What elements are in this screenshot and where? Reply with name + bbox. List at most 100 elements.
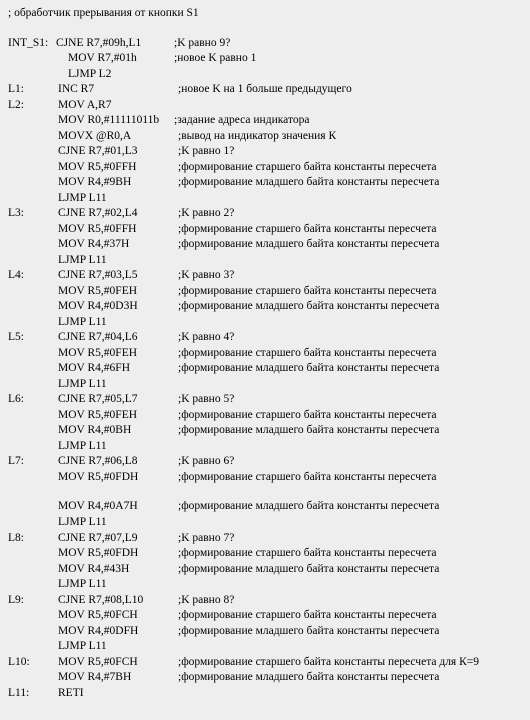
code-line: L9:CJNE R7,#08,L10;K равно 8?: [8, 593, 522, 609]
comment: ;формирование младшего байта константы п…: [178, 361, 439, 377]
comment: ;задание адреса индикатора: [174, 113, 309, 129]
code-line: MOV R4,#43H;формирование младшего байта …: [8, 562, 522, 578]
label: [8, 639, 58, 655]
code-line: LJMP L11: [8, 577, 522, 593]
label: L4:: [8, 268, 58, 284]
instruction: MOV R4,#37H: [58, 237, 178, 253]
code-line: MOV R5,#0FEH;формирование старшего байта…: [8, 346, 522, 362]
code-line: MOVX @R0,A;вывод на индикатор значения К: [8, 129, 522, 145]
label: L1:: [8, 82, 58, 98]
label: L6:: [8, 392, 58, 408]
instruction: LJMP L11: [58, 315, 178, 331]
instruction: RETI: [58, 686, 178, 702]
comment: ;вывод на индикатор значения К: [178, 129, 336, 145]
code-line: LJMP L11: [8, 515, 522, 531]
instruction: MOV R5,#0FFH: [58, 160, 178, 176]
code-line: MOV R4,#0D3H;формирование младшего байта…: [8, 299, 522, 315]
instruction: LJMP L11: [58, 639, 178, 655]
code-line: MOV R5,#0FEH;формирование старшего байта…: [8, 408, 522, 424]
instruction: MOV R4,#0BH: [58, 423, 178, 439]
label: L7:: [8, 454, 58, 470]
label: [8, 237, 58, 253]
comment: ;K равно 9?: [174, 36, 230, 52]
code-line: LJMP L2: [8, 67, 522, 83]
label: [8, 144, 58, 160]
code-line: L3:CJNE R7,#02,L4;K равно 2?: [8, 206, 522, 222]
instruction: MOV A,R7: [58, 98, 178, 114]
comment: ;K равно 2?: [178, 206, 234, 222]
label: [8, 222, 58, 238]
instruction: LJMP L11: [58, 191, 178, 207]
comment: ;K равно 7?: [178, 531, 234, 547]
instruction: MOV R4,#6FH: [58, 361, 178, 377]
code-line: MOV R4,#9BH;формирование младшего байта …: [8, 175, 522, 191]
comment: ;формирование младшего байта константы п…: [178, 423, 439, 439]
comment: ;формирование младшего байта константы п…: [178, 175, 439, 191]
label: L8:: [8, 531, 58, 547]
comment: ;формирование младшего байта константы п…: [178, 562, 439, 578]
code-line: LJMP L11: [8, 639, 522, 655]
instruction: LJMP L2: [68, 67, 174, 83]
comment: ;формирование старшего байта константы п…: [178, 470, 436, 486]
comment: ;формирование старшего байта константы п…: [178, 608, 436, 624]
label: L3:: [8, 206, 58, 222]
instruction: MOV R4,#7BH: [58, 670, 178, 686]
code-line: CJNE R7,#01,L3;K равно 1?: [8, 144, 522, 160]
label: [8, 562, 58, 578]
code-line: INT_S1:CJNE R7,#09h,L1;K равно 9?: [8, 36, 522, 52]
label: [8, 346, 58, 362]
comment: ;K равно 5?: [178, 392, 234, 408]
label: [8, 624, 58, 640]
label: [8, 439, 58, 455]
comment: ;формирование старшего байта константы п…: [178, 284, 436, 300]
label: [8, 515, 58, 531]
label: [8, 361, 58, 377]
instruction: LJMP L11: [58, 377, 178, 393]
code-line: MOV R4,#0A7H;формирование младшего байта…: [8, 499, 522, 515]
code-line: MOV R5,#0FDH;формирование старшего байта…: [8, 546, 522, 562]
code-line: MOV R5,#0FEH;формирование старшего байта…: [8, 284, 522, 300]
instruction: MOV R4,#43H: [58, 562, 178, 578]
code-line: L10:MOV R5,#0FCH;формирование старшего б…: [8, 655, 522, 671]
instruction: MOV R4,#0D3H: [58, 299, 178, 315]
instruction: MOV R5,#0FCH: [58, 608, 178, 624]
instruction: MOV R4,#0A7H: [58, 499, 178, 515]
label: [8, 315, 58, 331]
instruction: MOV R4,#9BH: [58, 175, 178, 191]
label: [8, 175, 58, 191]
comment: ;формирование старшего байта константы п…: [178, 222, 436, 238]
code-line: L11:RETI: [8, 686, 522, 702]
code-line: L1:INC R7;новое K на 1 больше предыдущег…: [8, 82, 522, 98]
instruction: MOV R0,#11111011b: [58, 113, 174, 129]
instruction: MOV R5,#0FDH: [58, 546, 178, 562]
comment: ;формирование младшего байта константы п…: [178, 299, 439, 315]
label: [8, 408, 58, 424]
code-line: LJMP L11: [8, 377, 522, 393]
code-line: MOV R5,#0FFH;формирование старшего байта…: [8, 160, 522, 176]
label: [8, 546, 58, 562]
label: [8, 470, 58, 486]
comment: ;формирование младшего байта константы п…: [178, 499, 439, 515]
instruction: CJNE R7,#01,L3: [58, 144, 178, 160]
instruction: MOV R7,#01h: [68, 51, 174, 67]
label: [8, 577, 58, 593]
code-line: MOV R5,#0FDH;формирование старшего байта…: [8, 470, 522, 486]
label: [8, 423, 58, 439]
label: [8, 113, 58, 129]
label: [8, 160, 58, 176]
label: [8, 299, 58, 315]
label: L11:: [8, 686, 58, 702]
instruction: MOV R4,#0DFH: [58, 624, 178, 640]
instruction: MOV R5,#0FFH: [58, 222, 178, 238]
instruction: CJNE R7,#09h,L1: [56, 36, 174, 52]
code-line: L2:MOV A,R7: [8, 98, 522, 114]
instruction: MOV R5,#0FDH: [58, 470, 178, 486]
label: [8, 129, 58, 145]
comment-header: ; обработчик прерывания от кнопки S1: [8, 6, 522, 22]
comment: ;формирование старшего байта константы п…: [178, 160, 436, 176]
code-line: L7:CJNE R7,#06,L8 ;K равно 6?: [8, 454, 522, 470]
label: [8, 284, 58, 300]
instruction: LJMP L11: [58, 577, 178, 593]
instruction: MOVX @R0,A: [58, 129, 178, 145]
comment: ;формирование старшего байта константы п…: [178, 408, 436, 424]
